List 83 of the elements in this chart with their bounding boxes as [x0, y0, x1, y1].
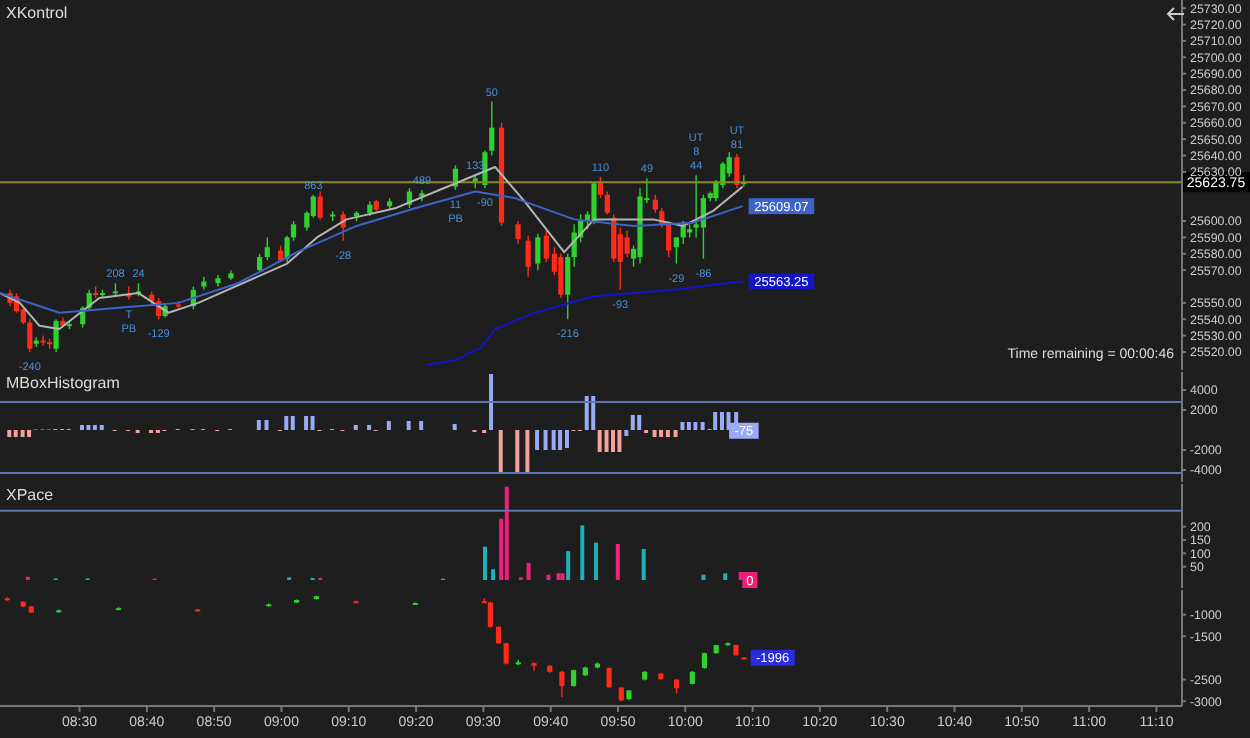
candlestick: [525, 235, 531, 278]
bar: [680, 422, 685, 430]
candlestick: [257, 253, 263, 273]
bar: [720, 412, 725, 430]
bar: [504, 486, 509, 580]
candlestick: [487, 600, 494, 629]
candlestick: [515, 220, 521, 245]
bar: [693, 422, 698, 430]
candlestick: [559, 670, 565, 698]
bar: [564, 430, 569, 448]
bar: [310, 416, 315, 430]
candlestick: [673, 236, 679, 265]
bar: [526, 562, 531, 580]
candlestick: [53, 318, 59, 353]
line-series: [424, 280, 744, 367]
bar: [264, 420, 269, 430]
bar: [591, 396, 596, 430]
candlestick: [531, 661, 537, 672]
bar: [20, 430, 25, 437]
bar: [489, 374, 494, 430]
candlestick: [558, 253, 564, 299]
candlestick: [726, 151, 732, 178]
bar: [604, 430, 609, 452]
bar: [652, 430, 657, 437]
bar: [386, 421, 391, 430]
bar: [624, 430, 629, 436]
bar: [580, 525, 585, 580]
bar: [597, 430, 602, 452]
line-series: [0, 190, 744, 314]
bar: [290, 416, 295, 430]
chart-title: XKontrol: [6, 4, 68, 22]
bar: [700, 422, 705, 430]
bar: [535, 430, 540, 450]
candlestick: [591, 181, 597, 225]
candlestick: [604, 190, 610, 216]
bar: [27, 430, 32, 437]
line-series: [0, 165, 744, 331]
candlestick: [734, 153, 740, 189]
candlestick: [535, 233, 541, 271]
bar: [637, 415, 642, 430]
bar: [610, 430, 615, 452]
bar: [419, 421, 424, 430]
candlestick: [40, 334, 46, 347]
chart-title: XPace: [6, 486, 54, 504]
bar: [558, 430, 563, 450]
candlestick: [624, 230, 630, 258]
bar: [491, 569, 496, 580]
bar: [551, 430, 556, 450]
bar: [594, 542, 599, 580]
bar: [304, 416, 309, 430]
bar: [256, 420, 261, 430]
bar: [546, 574, 551, 580]
bar: [584, 396, 589, 430]
bar: [713, 412, 718, 430]
bar: [723, 573, 728, 580]
bar: [13, 430, 18, 437]
candlestick: [693, 174, 699, 239]
bar: [615, 544, 620, 580]
bar: [406, 421, 411, 430]
bar: [630, 415, 635, 430]
bar: [560, 573, 565, 580]
bar: [525, 430, 530, 472]
bar: [701, 574, 706, 580]
candlestick: [264, 236, 270, 262]
bar: [556, 573, 561, 580]
bar: [686, 422, 691, 430]
bar: [665, 430, 670, 437]
bar: [641, 549, 646, 580]
bar: [617, 430, 622, 452]
bar: [498, 430, 503, 472]
chart-title: MBoxHistogram: [6, 374, 120, 392]
candlestick: [317, 190, 323, 221]
bar: [659, 430, 664, 437]
candlestick: [606, 666, 612, 689]
bar: [515, 430, 520, 472]
bar: [284, 416, 289, 430]
bar: [673, 430, 678, 437]
candlestick: [617, 226, 623, 291]
bar: [566, 551, 571, 580]
bar: [452, 424, 457, 430]
bar: [543, 430, 548, 450]
bar: [482, 546, 487, 580]
bar: [7, 430, 12, 437]
